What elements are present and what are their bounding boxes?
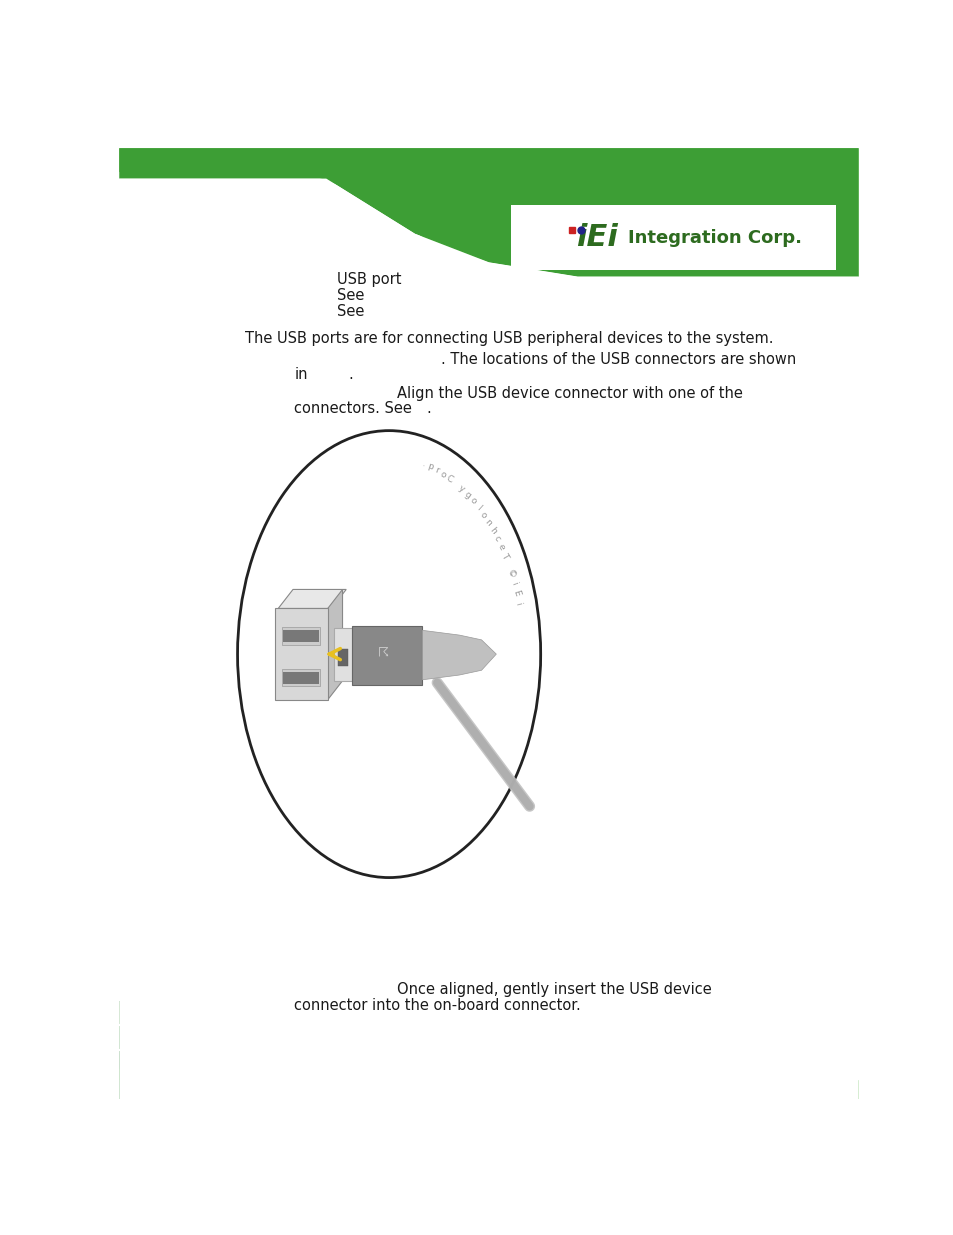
Polygon shape	[119, 1050, 452, 1081]
FancyBboxPatch shape	[283, 672, 318, 684]
Polygon shape	[119, 212, 858, 1099]
Text: ©: ©	[504, 568, 517, 580]
Text: Align the USB device connector with one of the: Align the USB device connector with one …	[396, 387, 741, 401]
Polygon shape	[278, 589, 346, 609]
Text: T: T	[498, 551, 509, 561]
FancyBboxPatch shape	[282, 669, 320, 687]
Text: y: y	[456, 484, 466, 494]
Text: i: i	[513, 600, 522, 605]
Polygon shape	[328, 589, 342, 700]
Text: USB port: USB port	[337, 272, 401, 287]
Text: . The locations of the USB connectors are shown: . The locations of the USB connectors ar…	[440, 352, 796, 367]
FancyBboxPatch shape	[352, 626, 422, 684]
Text: e: e	[496, 542, 506, 552]
Text: o: o	[438, 469, 447, 479]
Polygon shape	[422, 630, 496, 679]
FancyBboxPatch shape	[283, 630, 318, 642]
Text: Once aligned, gently insert the USB device: Once aligned, gently insert the USB devi…	[396, 982, 711, 998]
Polygon shape	[119, 1002, 186, 1099]
Text: c: c	[492, 534, 501, 543]
FancyBboxPatch shape	[282, 627, 320, 645]
Text: .: .	[420, 459, 426, 469]
FancyBboxPatch shape	[274, 609, 328, 700]
Text: See: See	[337, 304, 364, 320]
Polygon shape	[119, 1068, 858, 1099]
Text: n: n	[482, 517, 493, 527]
Text: o: o	[468, 496, 477, 506]
Text: iEi: iEi	[576, 224, 618, 252]
FancyBboxPatch shape	[511, 205, 836, 270]
Text: r: r	[433, 466, 440, 475]
Polygon shape	[119, 148, 858, 277]
Ellipse shape	[237, 431, 540, 878]
Text: .: .	[348, 367, 353, 382]
FancyBboxPatch shape	[334, 629, 352, 680]
Text: See: See	[337, 288, 364, 303]
Text: g: g	[462, 489, 472, 500]
Text: in: in	[294, 367, 308, 382]
Text: connectors. See: connectors. See	[294, 401, 412, 416]
Text: ☈: ☈	[377, 647, 389, 661]
Text: connector into the on-board connector.: connector into the on-board connector.	[294, 998, 580, 1013]
Text: The USB ports are for connecting USB peripheral devices to the system.: The USB ports are for connecting USB per…	[245, 331, 773, 346]
Polygon shape	[119, 1025, 370, 1050]
Text: E: E	[510, 589, 520, 598]
Polygon shape	[119, 1002, 318, 1025]
Polygon shape	[119, 200, 858, 299]
FancyBboxPatch shape	[337, 650, 347, 667]
Text: o: o	[477, 510, 488, 520]
Text: l: l	[474, 504, 482, 513]
Text: p: p	[426, 462, 434, 472]
Text: C: C	[444, 473, 454, 484]
Text: .: .	[426, 401, 431, 416]
Polygon shape	[119, 179, 858, 287]
Polygon shape	[119, 148, 858, 277]
Text: Integration Corp.: Integration Corp.	[627, 228, 801, 247]
Text: h: h	[487, 525, 497, 536]
Text: i: i	[509, 580, 517, 587]
